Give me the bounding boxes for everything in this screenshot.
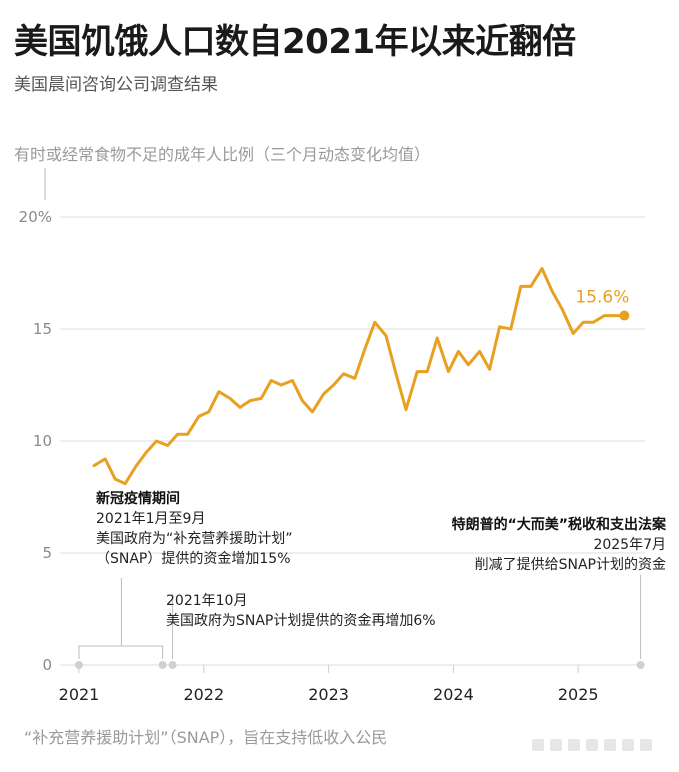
y-tick-label: 5 [42, 544, 52, 562]
footnote: “补充营养援助计划”（SNAP），旨在支持低收入公民 [24, 728, 388, 747]
x-tick-label: 2021 [59, 685, 100, 704]
annotation-1-line: （SNAP）提供的资金增加15% [96, 551, 291, 567]
annotation-3-line: 2025年7月 [593, 537, 666, 553]
annotation-marker [75, 661, 83, 669]
annotation-2-line: 美国政府为SNAP计划提供的资金再增加6% [166, 613, 436, 629]
x-tick-label: 2022 [183, 685, 224, 704]
end-point-marker [619, 310, 630, 321]
page-title: 美国饥饿人口数自2021年以来近翻倍 [14, 22, 576, 62]
y-tick-label: 0 [42, 656, 52, 674]
annotation-bracket [78, 645, 164, 659]
annotation-3-line: 特朗普的“大而美”税收和支出法案 [452, 516, 667, 533]
annotation-1-line: 美国政府为“补充营养援助计划” [96, 531, 293, 547]
watermark-logo [532, 739, 652, 751]
end-value-label: 15.6% [575, 288, 629, 308]
page-subtitle: 美国晨间咨询公司调查结果 [14, 75, 218, 95]
x-tick-label: 2023 [308, 685, 349, 704]
y-tick-label: 15 [33, 320, 52, 338]
x-tick-label: 2025 [558, 685, 599, 704]
annotation-1-line: 2021年1月至9月 [96, 511, 205, 527]
annotation-1-line: 新冠疫情期间 [96, 490, 180, 507]
annotation-2-line: 2021年10月 [166, 593, 247, 609]
annotation-3-line: 削减了提供给SNAP计划的资金 [475, 557, 666, 573]
annotation-marker [168, 661, 177, 669]
y-tick-label: 10 [33, 432, 52, 450]
series-line [92, 267, 626, 486]
annotation-marker [636, 661, 645, 669]
x-tick-label: 2024 [433, 685, 474, 704]
chart-title: 有时或经常食物不足的成年人比例（三个月动态变化均值） [14, 145, 431, 164]
y-tick-label: 20% [19, 208, 52, 226]
annotation-marker [158, 661, 167, 669]
